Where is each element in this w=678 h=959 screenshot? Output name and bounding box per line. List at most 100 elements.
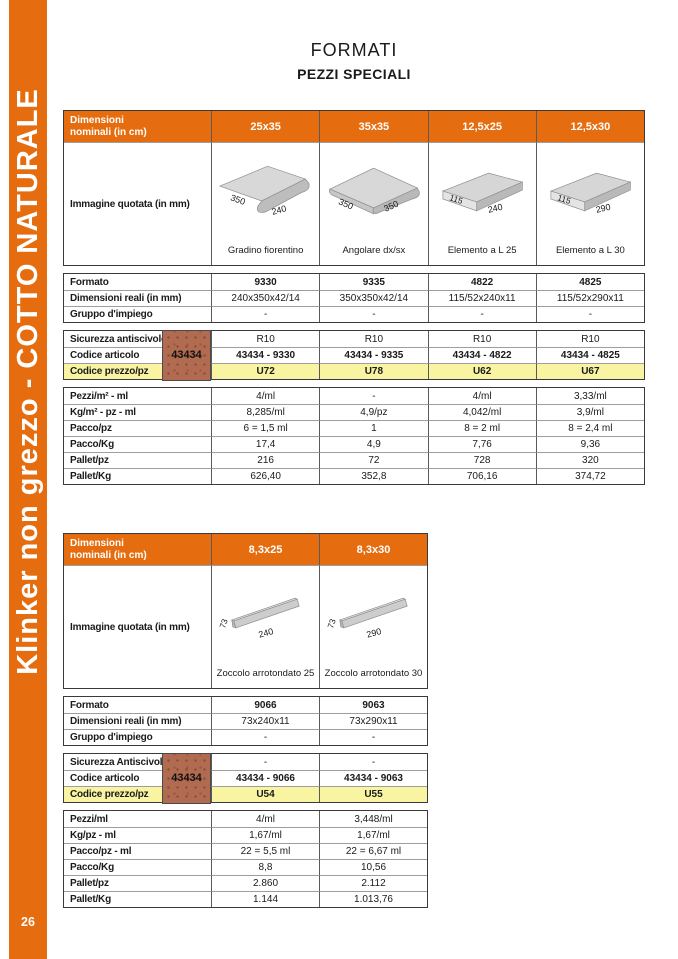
value-cell: 43434 - 9330	[211, 347, 320, 363]
value-cell: U62	[427, 363, 536, 379]
value-cell: 320	[535, 452, 644, 468]
value-cell: 4/ml	[427, 388, 536, 404]
value-cell: 73x290x11	[319, 713, 427, 729]
value-cell: -	[211, 729, 319, 745]
image-row-label: Immagine quotata (in mm)	[64, 142, 211, 265]
table-block: Pezzi/ml 4/ml 3,448/ml Kg/pz - ml 1,67/ml 1,6…	[63, 810, 428, 908]
value-cell: 3,33/ml	[535, 388, 644, 404]
svg-text:73: 73	[325, 617, 338, 629]
value-cell: 4/ml	[211, 811, 319, 827]
value-cell: 43434 - 9063	[319, 770, 427, 786]
product-caption: Gradino fiorentino	[227, 245, 304, 256]
value-cell: 43434 - 9335	[319, 347, 428, 363]
size-header: 12,5x30	[535, 111, 644, 142]
value-cell: R10	[211, 331, 319, 347]
size-header: 35x35	[319, 111, 428, 142]
product-caption: Elemento a L 25	[447, 245, 517, 256]
row-label: Kg/m² - pz - ml	[64, 404, 211, 420]
formats-table-1: Dimensioni nominali (in cm) 25x35 35x35 12,5…	[63, 110, 645, 492]
value-cell: 43434 - 9066	[211, 770, 319, 786]
value-cell: 72	[319, 452, 428, 468]
dimensions-header-label: Dimensioni nominali (in cm)	[64, 111, 211, 142]
value-cell: R10	[427, 331, 536, 347]
row-label: Sicurezza Antiscivolo	[70, 756, 169, 768]
product-caption: Zoccolo arrotondato 25	[216, 668, 315, 679]
value-cell: 8,8	[211, 859, 319, 875]
value-cell: U54	[211, 786, 319, 802]
row-label: Pallet/pz	[64, 452, 211, 468]
table-header-block: Dimensioni nominali (in cm) 8,3x25 8,3x30 Im…	[63, 533, 428, 689]
value-cell: 4,9	[319, 436, 428, 452]
product-image-cell: 350 350 Angolare dx/sx	[319, 142, 428, 265]
value-cell: 73x240x11	[211, 713, 319, 729]
brick-code: 43434	[171, 349, 202, 361]
value-cell: 6 = 1,5 ml	[211, 420, 320, 436]
value-cell: 115/52x290x11	[535, 290, 644, 306]
value-cell: -	[211, 754, 319, 770]
value-cell: 216	[211, 452, 320, 468]
value-cell: 1,67/ml	[319, 827, 427, 843]
sidebar-label-wrap: Klinker non grezzo - COTTO NATURALE	[9, 36, 47, 726]
size-header: 8,3x30	[319, 534, 427, 565]
value-cell: 9330	[211, 274, 319, 290]
product-image-cell: 115 290 Elemento a L 30	[535, 142, 644, 265]
value-cell: 1.013,76	[319, 891, 427, 907]
value-cell: 1.144	[211, 891, 319, 907]
header-label-line: nominali (in cm)	[70, 549, 147, 561]
value-cell: 4/ml	[211, 388, 319, 404]
table-block: Sicurezza Antiscivolo - - Codice articolo 43…	[63, 752, 428, 804]
row-label: Sicurezza antiscivolo	[70, 333, 167, 345]
value-cell: -	[319, 388, 427, 404]
row-label: Pezzi/ml	[70, 813, 108, 825]
product-image-cell: 73 240 Zoccolo arrotondato 25	[211, 565, 319, 688]
value-cell: 350x350x42/14	[319, 290, 428, 306]
value-cell: -	[211, 306, 320, 322]
product-image: 115 240	[441, 172, 523, 215]
product-image: 350 350	[329, 167, 421, 215]
row-label: Pacco/pz - ml	[64, 843, 211, 859]
header-label-line: Dimensioni	[70, 114, 124, 126]
value-cell: 1,67/ml	[211, 827, 319, 843]
value-cell: 17,4	[211, 436, 320, 452]
svg-text:240: 240	[271, 203, 288, 217]
product-image-cell: 350 240 Gradino fiorentino	[211, 142, 320, 265]
value-cell: -	[319, 306, 428, 322]
value-cell: 4,9/pz	[319, 404, 428, 420]
value-cell: U55	[319, 786, 427, 802]
sidebar-title: Klinker non grezzo - COTTO NATURALE	[11, 87, 44, 675]
row-label: Gruppo d'impiego	[64, 306, 211, 322]
page-header: FORMATI PEZZI SPECIALI	[63, 40, 645, 82]
product-image-cell: 115 240 Elemento a L 25	[427, 142, 536, 265]
header-label-line: Dimensioni	[70, 537, 124, 549]
product-image: 115 290	[549, 172, 632, 215]
row-label: Pallet/Kg	[64, 891, 211, 907]
value-cell: 9063	[319, 697, 427, 713]
value-cell: -	[319, 754, 427, 770]
value-cell: 43434 - 4825	[535, 347, 644, 363]
svg-text:350: 350	[229, 192, 246, 207]
brick-code: 43434	[171, 772, 202, 784]
product-caption: Angolare dx/sx	[342, 245, 406, 256]
table-block: Sicurezza antiscivolo R10 R10 R10 R10 Codice …	[63, 329, 645, 381]
value-cell: 4825	[535, 274, 644, 290]
value-cell: U72	[211, 363, 320, 379]
product-image: 350 240	[218, 165, 310, 217]
row-label: Formato	[70, 699, 109, 711]
value-cell: R10	[535, 331, 644, 347]
row-label: Gruppo d'impiego	[64, 729, 211, 745]
header-label-line: nominali (in cm)	[70, 126, 147, 138]
svg-text:115: 115	[448, 192, 464, 206]
product-caption: Zoccolo arrotondato 30	[324, 668, 423, 679]
row-label: Pacco/pz	[64, 420, 211, 436]
product-image: 73 290	[325, 597, 408, 640]
value-cell: 4822	[427, 274, 536, 290]
value-cell: 706,16	[427, 468, 536, 484]
value-cell: 9335	[319, 274, 427, 290]
product-image-cell: 73 290 Zoccolo arrotondato 30	[319, 565, 427, 688]
value-cell: 1	[319, 420, 428, 436]
value-cell: 3,9/ml	[535, 404, 644, 420]
value-cell: R10	[319, 331, 427, 347]
row-label: Kg/pz - ml	[64, 827, 211, 843]
value-cell: 3,448/ml	[319, 811, 427, 827]
